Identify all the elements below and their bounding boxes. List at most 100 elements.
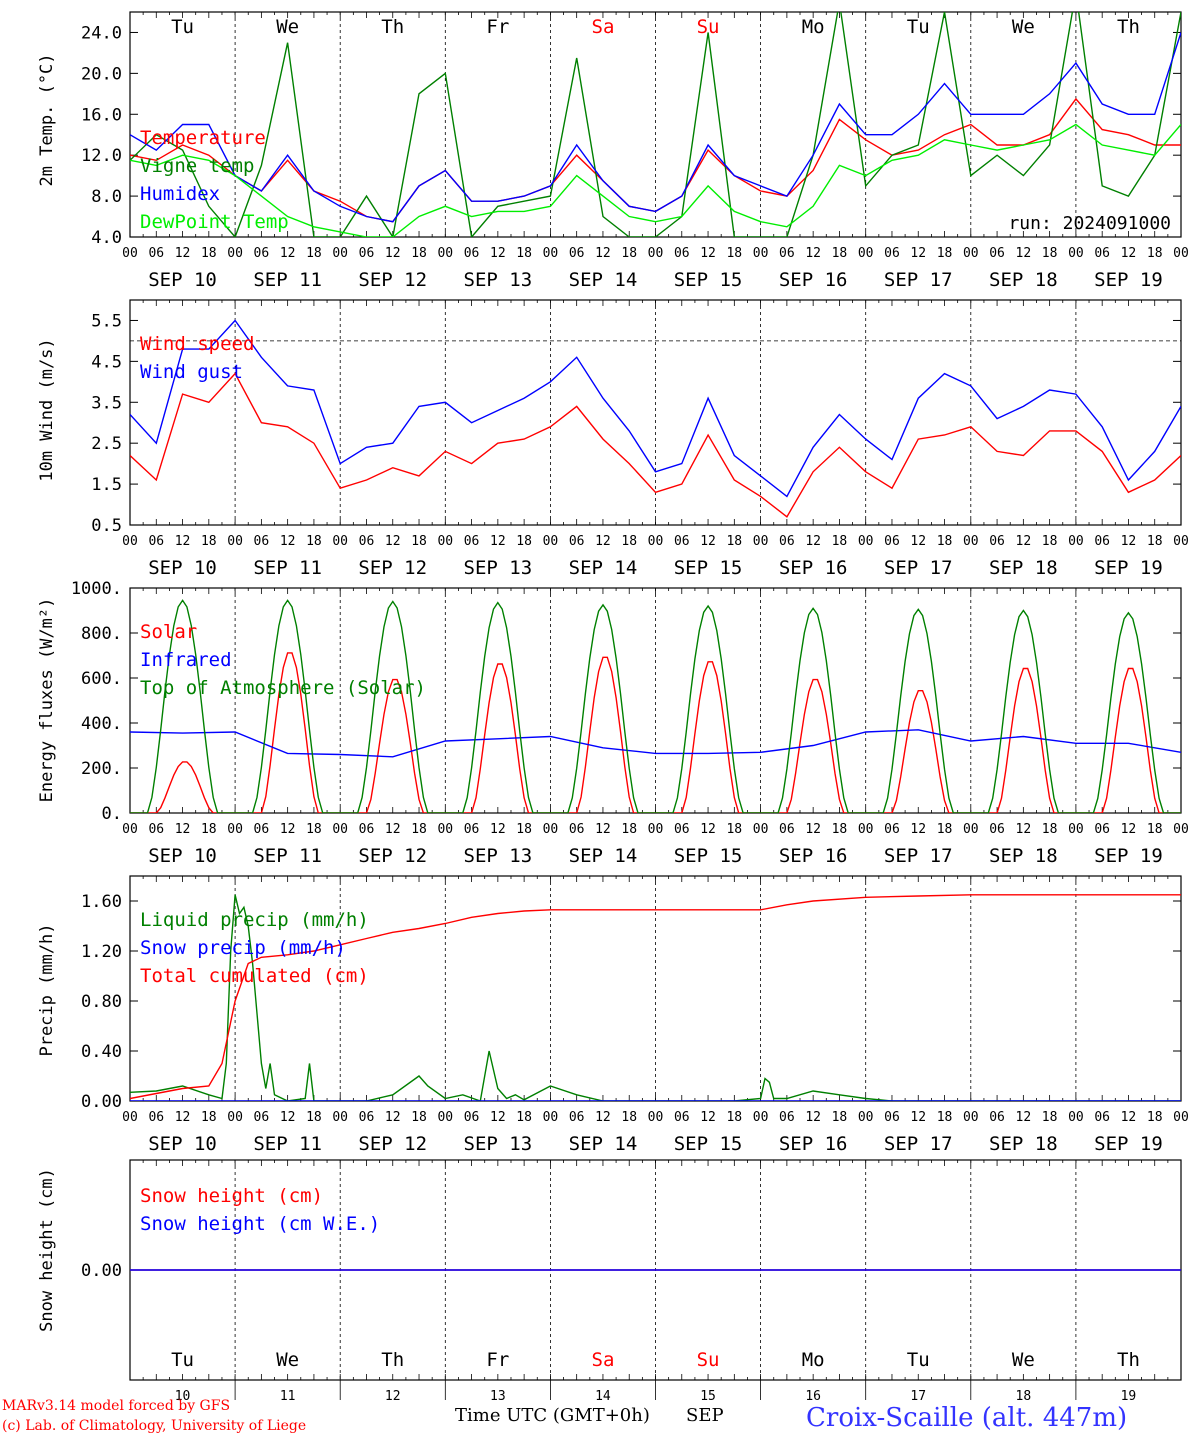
hour-tick-label: 12 [1121, 822, 1137, 837]
date-label: SEP 11 [253, 557, 322, 579]
y-tick-label: 24.0 [81, 23, 122, 43]
hour-tick-label: 12 [1016, 534, 1032, 549]
weekday-label-bottom: Th [381, 1349, 404, 1371]
weekday-label-bottom: We [276, 1349, 299, 1371]
date-label: SEP 19 [1094, 269, 1163, 291]
station-label: Croix-Scaille (alt. 447m) [806, 1403, 1128, 1433]
hour-tick-label: 06 [674, 246, 690, 261]
hour-tick-label: 18 [411, 246, 427, 261]
hour-tick-label: 00 [332, 1110, 348, 1125]
date-label: SEP 16 [779, 557, 848, 579]
series-group [130, 319, 1181, 518]
hour-tick-label: 00 [543, 534, 559, 549]
weekday-label-top: Su [697, 16, 720, 38]
hour-tick-label: 18 [726, 1110, 742, 1125]
hour-tick-label: 12 [805, 534, 821, 549]
weekday-label-bottom: Mo [802, 1349, 825, 1371]
hour-tick-label: 06 [779, 534, 795, 549]
hour-tick-label: 18 [621, 534, 637, 549]
hour-tick-label: 06 [148, 534, 164, 549]
panel-2: 0.5 1.5 2.5 3.5 4.5 5.5 10m Wind (m/s) 00 06 12 18… [37, 299, 1189, 579]
date-label: SEP 14 [569, 557, 638, 579]
hour-tick-label: 12 [700, 1110, 716, 1125]
hour-tick-label: 18 [832, 246, 848, 261]
legend-entry: Liquid precip (mm/h) [140, 909, 369, 931]
date-label: SEP 10 [148, 845, 217, 867]
day-number-label: 12 [385, 1389, 401, 1404]
date-label: SEP 12 [358, 845, 427, 867]
hour-tick-label: 06 [884, 822, 900, 837]
date-label: SEP 15 [674, 557, 743, 579]
series-humidex [130, 32, 1181, 223]
hour-tick-label: 12 [280, 822, 296, 837]
hour-tick-label: 00 [122, 534, 138, 549]
y-tick-label: 4.0 [91, 228, 122, 248]
hour-ticks [129, 588, 1182, 813]
y-tick-label: 0.40 [81, 1042, 122, 1062]
hour-tick-label: 12 [700, 534, 716, 549]
y-axis-label: 10m Wind (m/s) [37, 338, 57, 481]
panel-3: 0. 200. 400. 600. 800. 1000. Energy fluxes (W/… [37, 579, 1189, 867]
weekday-label-top: Th [1117, 16, 1140, 38]
hour-tick-label: 06 [569, 1110, 585, 1125]
legend-entry: Snow height (cm W.E.) [140, 1213, 380, 1235]
weekday-label-top: Fr [486, 16, 509, 38]
hour-tick-label: 18 [1042, 1110, 1058, 1125]
hour-tick-label: 00 [753, 1110, 769, 1125]
date-label: SEP 17 [884, 1133, 953, 1155]
hour-tick-label: 06 [148, 1110, 164, 1125]
hour-tick-label: 00 [1173, 534, 1189, 549]
hour-tick-label: 18 [1147, 534, 1163, 549]
hour-tick-label: 06 [1094, 534, 1110, 549]
weekday-label-bottom: Tu [171, 1349, 194, 1371]
hour-tick-label: 18 [832, 822, 848, 837]
hour-tick-label: 12 [490, 246, 506, 261]
hour-tick-label: 18 [306, 822, 322, 837]
hour-tick-label: 18 [411, 822, 427, 837]
hour-tick-label: 00 [227, 534, 243, 549]
y-axis-label: Precip (mm/h) [37, 923, 57, 1056]
day-number-label: 16 [805, 1389, 821, 1404]
series-solar [130, 652, 1181, 813]
day-number-label: 10 [175, 1389, 191, 1404]
hour-tick-label: 00 [1173, 246, 1189, 261]
hour-tick-label: 18 [1042, 534, 1058, 549]
hour-tick-label: 00 [858, 1110, 874, 1125]
y-axis-label: Energy fluxes (W/m²) [37, 598, 57, 803]
y-tick-label: 1.60 [81, 892, 122, 912]
hour-tick-label: 00 [648, 534, 664, 549]
date-label: SEP 16 [779, 269, 848, 291]
day-number-label: 11 [280, 1389, 296, 1404]
y-tick-label: 600. [81, 669, 122, 689]
hour-tick-label: 00 [858, 534, 874, 549]
y-tick-label: 0.80 [81, 992, 122, 1012]
legend-entry: Humidex [140, 183, 220, 205]
plot-frame [129, 299, 1182, 526]
series-wind-speed [130, 372, 1181, 518]
hour-tick-label: 18 [621, 822, 637, 837]
hour-tick-label: 12 [595, 1110, 611, 1125]
weekday-label-top: Tu [907, 16, 930, 38]
y-tick-label: 5.5 [91, 311, 122, 331]
hour-tick-label: 12 [805, 1110, 821, 1125]
hour-tick-label: 00 [332, 822, 348, 837]
hour-tick-label: 18 [411, 534, 427, 549]
y-tick-label: 20.0 [81, 64, 122, 84]
hour-tick-label: 00 [122, 822, 138, 837]
date-label: SEP 17 [884, 557, 953, 579]
date-label: SEP 10 [148, 1133, 217, 1155]
hour-tick-label: 06 [1094, 246, 1110, 261]
weekday-label-top: Th [381, 16, 404, 38]
y-tick-label: 4.5 [91, 352, 122, 372]
y-axis-label: Snow height (cm) [37, 1168, 57, 1332]
date-label: SEP 11 [253, 1133, 322, 1155]
legend-entry: Snow height (cm) [140, 1185, 323, 1207]
hour-tick-label: 12 [280, 534, 296, 549]
hour-tick-label: 00 [543, 1110, 559, 1125]
date-label: SEP 17 [884, 269, 953, 291]
hour-tick-label: 00 [753, 246, 769, 261]
series-infrared [130, 729, 1181, 758]
hour-tick-label: 12 [175, 822, 191, 837]
hour-tick-label: 06 [148, 822, 164, 837]
hour-tick-label: 06 [779, 822, 795, 837]
